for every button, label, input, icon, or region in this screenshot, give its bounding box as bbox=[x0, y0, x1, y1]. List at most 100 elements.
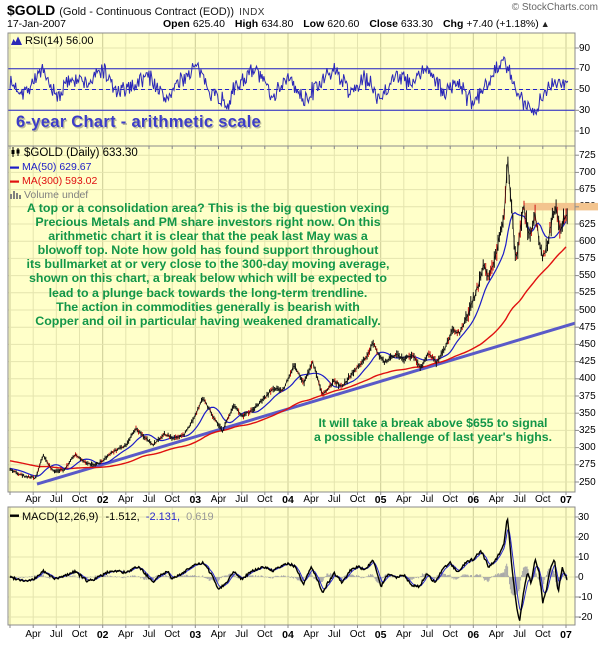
x-axis-label: Oct bbox=[442, 494, 458, 505]
y-axis-label: 20 bbox=[578, 531, 590, 543]
legend-volume: Volume undef bbox=[10, 189, 138, 203]
up-triangle-icon: ▲ bbox=[540, 19, 550, 29]
x-axis-label: Oct bbox=[349, 629, 366, 640]
y-axis-label: 725 bbox=[579, 149, 596, 161]
rsi-label-text: RSI(14) 56.00 bbox=[25, 35, 94, 47]
y-axis-label: 425 bbox=[579, 356, 596, 368]
y-axis-label: 10 bbox=[578, 551, 590, 563]
y-axis-label: 500 bbox=[579, 304, 596, 316]
x-axis-label: 03 bbox=[189, 629, 202, 641]
x-axis-label: Apr bbox=[303, 494, 319, 505]
x-axis-label: Oct bbox=[535, 494, 551, 505]
y-axis-label: -10 bbox=[578, 591, 593, 603]
y-axis-label: 525 bbox=[579, 287, 596, 299]
y-axis-label: 325 bbox=[579, 424, 596, 436]
line-swatch-icon bbox=[10, 162, 19, 175]
macd-hist-value: 0.619 bbox=[186, 511, 214, 523]
y-axis-label: 625 bbox=[579, 218, 596, 230]
y-axis-label: 300 bbox=[579, 442, 596, 454]
y-axis-label: 550 bbox=[579, 270, 596, 282]
high-label: High bbox=[234, 18, 259, 30]
x-axis-label: 02 bbox=[96, 629, 109, 641]
y-axis-label: 375 bbox=[579, 390, 596, 402]
annotation-line: A top or a consolidation area? This is t… bbox=[26, 201, 390, 215]
exchange-label: INDX bbox=[239, 7, 265, 18]
x-axis-label: 05 bbox=[374, 629, 387, 641]
legend-gold: $GOLD (Daily) 633.30 bbox=[10, 147, 138, 161]
y-axis-label: 250 bbox=[579, 476, 596, 488]
line-swatch-icon bbox=[10, 509, 19, 521]
y-axis-label: 600 bbox=[579, 235, 596, 247]
x-axis-label: Jul bbox=[420, 629, 434, 640]
copyright: © StockCharts.com bbox=[511, 2, 598, 13]
x-axis-label: Jul bbox=[327, 629, 341, 640]
x-axis-label: 06 bbox=[467, 629, 480, 641]
x-axis-label: 06 bbox=[467, 494, 480, 506]
x-axis-label: Jul bbox=[49, 629, 63, 640]
y-axis-label: 450 bbox=[579, 338, 596, 350]
x-axis-label: Apr bbox=[118, 494, 134, 505]
annotation-line: arithmetic chart it is clear that the pe… bbox=[48, 229, 368, 244]
annotation-line: blowoff top. Note how gold has found sup… bbox=[37, 243, 379, 258]
chg-value: +7.40 (+1.18%) bbox=[466, 18, 539, 30]
y-axis-label: 475 bbox=[579, 321, 596, 333]
low-value: 620.60 bbox=[327, 18, 360, 30]
close-label: Close bbox=[369, 18, 398, 30]
x-axis-label: Apr bbox=[488, 629, 505, 640]
x-axis-label: Oct bbox=[257, 494, 273, 505]
candlestick-icon bbox=[10, 147, 21, 161]
x-axis-label: Jul bbox=[235, 494, 249, 505]
x-axis-label: Oct bbox=[349, 494, 366, 505]
low-label: Low bbox=[303, 18, 325, 30]
rsi-pane-label: RSI(14) 56.00 bbox=[11, 35, 93, 48]
y-axis-label: -20 bbox=[578, 611, 593, 623]
main-legend: $GOLD (Daily) 633.30 MA(50) 629.67 MA(30… bbox=[10, 147, 138, 203]
annotation-line: Precious Metals and PM share investors r… bbox=[35, 215, 381, 230]
x-axis-label: Oct bbox=[535, 629, 551, 640]
x-axis-label: Apr bbox=[396, 494, 412, 505]
x-axis-label: Oct bbox=[71, 494, 88, 505]
y-axis-label: 700 bbox=[579, 166, 596, 178]
x-axis-label: Apr bbox=[303, 629, 319, 640]
histogram-icon bbox=[10, 190, 21, 203]
annotation-line: a possible challenge of last year's high… bbox=[313, 429, 552, 444]
x-axis-label: Oct bbox=[257, 629, 273, 640]
chart-header: $GOLD (Gold - Continuous Contract (EOD)) I… bbox=[7, 2, 597, 18]
x-axis-label: Apr bbox=[210, 494, 227, 505]
symbol-description: (Gold - Continuous Contract (EOD)) bbox=[59, 6, 235, 18]
y-axis-label: 675 bbox=[579, 184, 596, 196]
annotation-line: Copper and oil in particular having weak… bbox=[35, 313, 381, 328]
annotation-line: shown on this chart, a break below which… bbox=[28, 271, 388, 286]
legend-gold-text: $GOLD (Daily) 633.30 bbox=[24, 147, 138, 159]
x-axis-label: Apr bbox=[25, 629, 41, 640]
annotation-line: The action in commodities generally is b… bbox=[56, 299, 360, 314]
x-axis-label: 04 bbox=[282, 629, 294, 641]
y-axis-label: 30 bbox=[579, 104, 591, 116]
annotation-line: lead to a plunge back towards the long-t… bbox=[48, 285, 368, 300]
x-axis-label: Apr bbox=[210, 629, 227, 640]
area-icon bbox=[11, 36, 22, 48]
x-axis-label: Jul bbox=[49, 494, 63, 505]
line-swatch-icon bbox=[10, 176, 19, 189]
y-axis-label: 0 bbox=[578, 571, 584, 583]
legend-ma300: MA(300) 593.02 bbox=[10, 175, 138, 189]
x-axis-label: Jul bbox=[513, 494, 527, 505]
x-axis-label: Oct bbox=[164, 629, 180, 640]
x-axis-label: Oct bbox=[442, 629, 458, 640]
x-axis-label: Jul bbox=[420, 494, 434, 505]
x-axis-label: Apr bbox=[488, 494, 505, 505]
chg-label: Chg bbox=[442, 18, 464, 30]
x-axis-label: 02 bbox=[96, 494, 109, 506]
symbol: $GOLD bbox=[7, 2, 56, 18]
macd-value: -1.512, bbox=[105, 511, 140, 523]
annotation-line: It will take a break above $655 to signa… bbox=[318, 416, 548, 430]
open-label: Open bbox=[163, 18, 190, 30]
chart-date: 17-Jan-2007 bbox=[7, 18, 66, 30]
x-axis-label: Jul bbox=[235, 629, 249, 640]
annotation-line: its bullmarket at or very close to the 3… bbox=[26, 257, 390, 272]
x-axis-label: 04 bbox=[282, 494, 294, 506]
macd-label-text: MACD(12,26,9) bbox=[22, 511, 99, 523]
x-axis-label: Jul bbox=[142, 494, 156, 505]
